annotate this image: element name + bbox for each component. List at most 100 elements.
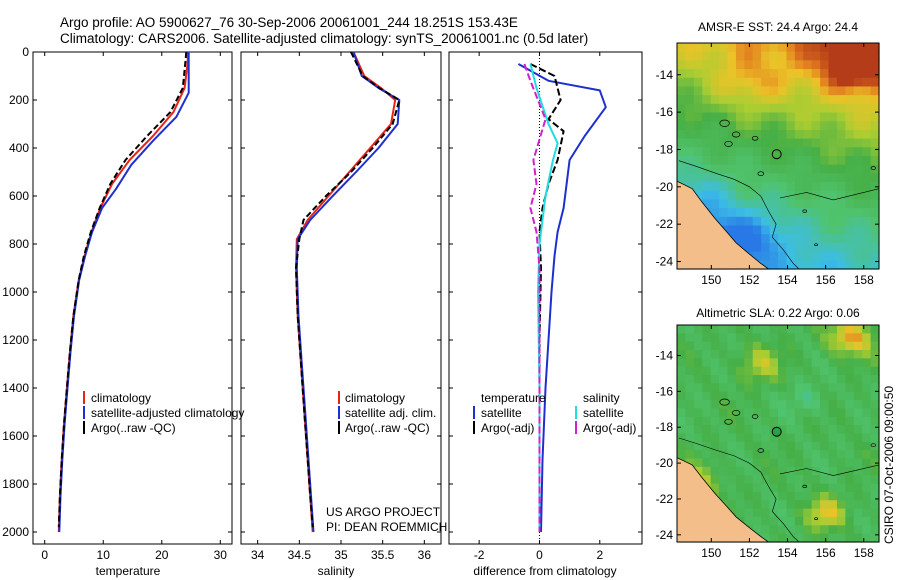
heatmap-cell <box>786 95 796 105</box>
heatmap-cell <box>862 95 872 105</box>
heatmap-cell <box>752 433 762 443</box>
heatmap-cell <box>862 234 872 244</box>
heatmap-cell <box>820 43 830 53</box>
heatmap-cell <box>752 242 762 253</box>
heatmap-cell <box>794 400 804 410</box>
heatmap-cell <box>845 325 855 334</box>
heatmap-cell <box>752 491 762 501</box>
heatmap-cell <box>761 190 771 201</box>
heatmap-cell <box>803 525 813 535</box>
heatmap-cell <box>685 366 695 376</box>
sla-map-title: Altimetric SLA: 0.22 Argo: 0.06 <box>696 306 860 320</box>
heatmap-cell <box>761 450 771 460</box>
heatmap-cell <box>811 103 821 114</box>
heatmap-cell <box>870 533 880 543</box>
heatmap-cell <box>744 225 754 235</box>
heatmap-cell <box>794 156 804 166</box>
heatmap-cell <box>845 216 855 227</box>
heatmap-cell <box>853 156 863 166</box>
heatmap-cell <box>744 425 754 435</box>
heatmap-cell <box>744 383 754 393</box>
heatmap-cell <box>828 533 838 543</box>
heatmap-cell <box>719 138 729 148</box>
heatmap-cell <box>761 458 771 468</box>
heatmap-cell <box>702 138 712 148</box>
heatmap-cell <box>735 225 745 235</box>
y-tick-label: -14 <box>656 348 674 362</box>
heatmap-cell <box>853 208 863 218</box>
heatmap-cell <box>811 416 821 426</box>
reef-outline <box>724 140 733 147</box>
heatmap-cell <box>719 491 729 501</box>
heatmap-cell <box>719 103 729 114</box>
heatmap-cell <box>845 225 855 235</box>
heatmap-cell <box>778 400 788 410</box>
heatmap-cell <box>778 121 788 131</box>
x-tick-label: 152 <box>739 546 759 560</box>
heatmap-cell <box>710 375 720 385</box>
heatmap-cell <box>853 129 863 140</box>
heatmap-cell <box>761 483 771 493</box>
heatmap-cell <box>870 358 880 368</box>
heatmap-cell <box>870 350 880 359</box>
heatmap-cell <box>853 433 863 443</box>
heatmap-cell <box>761 366 771 376</box>
heatmap-cell <box>820 491 830 501</box>
heatmap-cell <box>820 208 830 218</box>
x-tick-label: -2 <box>474 548 485 562</box>
heatmap-cell <box>693 138 703 148</box>
heatmap-cell <box>727 458 737 468</box>
heatmap-cell <box>710 43 720 53</box>
heatmap-cell <box>794 366 804 376</box>
heatmap-cell <box>719 475 729 485</box>
heatmap-cell <box>752 358 762 368</box>
heatmap-cell <box>735 333 745 343</box>
heatmap-cell <box>744 103 754 114</box>
heatmap-cell <box>794 325 804 334</box>
heatmap-cell <box>828 164 838 174</box>
heatmap-cell <box>769 190 779 201</box>
heatmap-cell <box>870 391 880 401</box>
heatmap-cell <box>769 450 779 460</box>
heatmap-cell <box>862 433 872 443</box>
heatmap-cell <box>752 199 762 209</box>
heatmap-cell <box>761 425 771 435</box>
heatmap-cell <box>853 466 863 476</box>
heatmap-cell <box>862 375 872 385</box>
heatmap-cell <box>719 425 729 435</box>
heatmap-cell <box>828 190 838 201</box>
heatmap-cell <box>735 458 745 468</box>
heatmap-cell <box>735 138 745 148</box>
heatmap-cell <box>836 208 846 218</box>
heatmap-cell <box>677 400 687 410</box>
heatmap-cell <box>862 450 872 460</box>
heatmap-cell <box>794 182 804 192</box>
heatmap-cell <box>870 242 880 253</box>
heatmap-cell <box>752 51 762 61</box>
heatmap-cell <box>702 450 712 460</box>
heatmap-cell <box>735 466 745 476</box>
heatmap-cell <box>769 341 779 351</box>
heatmap-cell <box>685 69 695 79</box>
heatmap-cell <box>693 408 703 418</box>
heatmap-cell <box>870 51 880 61</box>
heatmap-cell <box>786 225 796 235</box>
heatmap-cell <box>685 164 695 174</box>
x-tick-label: 10 <box>97 548 111 562</box>
heatmap-cell <box>828 408 838 418</box>
heatmap-cell <box>677 375 687 385</box>
heatmap-cell <box>710 450 720 460</box>
heatmap-cell <box>870 516 880 526</box>
heatmap-cell <box>836 216 846 227</box>
heatmap-cell <box>803 358 813 368</box>
heatmap-cell <box>735 121 745 131</box>
heatmap-cell <box>820 60 830 70</box>
heatmap-cell <box>803 475 813 485</box>
heatmap-cell <box>744 242 754 253</box>
heatmap-cell <box>719 325 729 334</box>
heatmap-cell <box>845 43 855 53</box>
heatmap-cell <box>778 51 788 61</box>
heatmap-cell <box>769 466 779 476</box>
heatmap-cell <box>769 216 779 227</box>
heatmap-cell <box>794 103 804 114</box>
